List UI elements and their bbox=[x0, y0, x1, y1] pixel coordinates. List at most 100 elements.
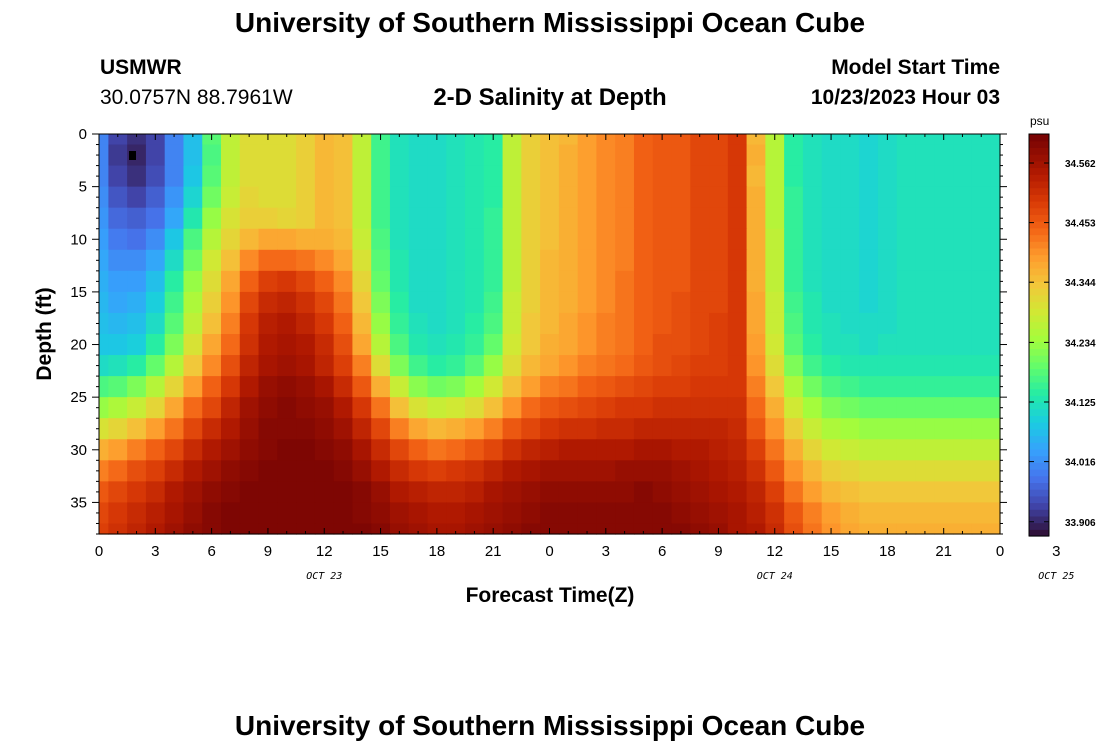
heatmap-cell bbox=[296, 312, 316, 335]
heatmap-cell bbox=[483, 165, 504, 188]
heatmap-cell bbox=[183, 270, 203, 293]
heatmap-cell bbox=[408, 228, 429, 251]
heatmap-cell bbox=[164, 523, 185, 535]
heatmap-cell bbox=[765, 376, 785, 398]
heatmap-cell bbox=[596, 312, 616, 335]
heatmap-cell bbox=[389, 397, 410, 419]
heatmap-cell bbox=[896, 186, 917, 209]
heatmap-cell bbox=[896, 134, 917, 146]
heatmap-cell bbox=[296, 228, 316, 251]
y-tick-label: 25 bbox=[70, 389, 87, 406]
heatmap-cell bbox=[145, 334, 166, 356]
colorbar-segment bbox=[1029, 147, 1049, 155]
heatmap-cell bbox=[145, 312, 166, 335]
heatmap-cell bbox=[99, 270, 109, 293]
heatmap-cell bbox=[239, 481, 260, 504]
heatmap-cell bbox=[934, 144, 954, 167]
colorbar-segment bbox=[1029, 241, 1049, 249]
heatmap-cell bbox=[690, 502, 710, 525]
heatmap-cell bbox=[333, 249, 354, 272]
heatmap-cell bbox=[727, 481, 748, 504]
heatmap-cell bbox=[577, 134, 598, 146]
heatmap-cell bbox=[877, 312, 898, 335]
heatmap-cell bbox=[427, 397, 447, 419]
heatmap-cell bbox=[108, 270, 128, 293]
heatmap-cell bbox=[352, 228, 372, 251]
heatmap-cell bbox=[502, 397, 522, 419]
heatmap-cell bbox=[596, 502, 616, 525]
heatmap-cell bbox=[239, 334, 260, 356]
heatmap-cell bbox=[108, 460, 128, 482]
heatmap-cell bbox=[108, 334, 128, 356]
heatmap-cell bbox=[258, 270, 278, 293]
heatmap-cell bbox=[840, 312, 860, 335]
heatmap-cell bbox=[258, 312, 278, 335]
heatmap-cell bbox=[521, 502, 541, 525]
heatmap-cell bbox=[296, 291, 316, 314]
heatmap-cell bbox=[915, 207, 935, 230]
heatmap-cell bbox=[934, 249, 954, 272]
heatmap-cell bbox=[127, 418, 147, 440]
heatmap-cell bbox=[333, 355, 354, 377]
footer-title: University of Southern Mississippi Ocean… bbox=[234, 710, 866, 741]
heatmap-cell bbox=[333, 376, 354, 398]
heatmap-cell bbox=[784, 144, 804, 167]
x-tick-label: 21 bbox=[485, 543, 502, 560]
heatmap-cell bbox=[577, 165, 598, 188]
heatmap-cell bbox=[577, 228, 598, 251]
heatmap-cell bbox=[239, 376, 260, 398]
heatmap-cell bbox=[633, 376, 654, 398]
heatmap-cell bbox=[727, 334, 748, 356]
heatmap-cell bbox=[446, 502, 466, 525]
heatmap-cell bbox=[352, 312, 372, 335]
heatmap-cell bbox=[652, 144, 673, 167]
heatmap-cell bbox=[765, 481, 785, 504]
colorbar-segment bbox=[1029, 402, 1049, 410]
heatmap-cell bbox=[502, 355, 522, 377]
heatmap-cell bbox=[690, 439, 710, 461]
heatmap-cell bbox=[577, 376, 598, 398]
heatmap-cell bbox=[521, 228, 541, 251]
heatmap-cell bbox=[239, 502, 260, 525]
heatmap-cell bbox=[371, 439, 391, 461]
heatmap-cell bbox=[690, 523, 710, 535]
x-tick-label: 3 bbox=[602, 543, 610, 560]
heatmap-cell bbox=[258, 355, 278, 377]
heatmap-cell bbox=[859, 523, 879, 535]
colorbar-segment bbox=[1029, 207, 1049, 215]
heatmap-cell bbox=[859, 207, 879, 230]
heatmap-cell bbox=[183, 460, 203, 482]
heatmap-cell bbox=[821, 376, 842, 398]
heatmap-cell bbox=[690, 165, 710, 188]
heatmap-cell bbox=[652, 355, 673, 377]
heatmap-cell bbox=[127, 523, 147, 535]
heatmap-cell bbox=[408, 355, 429, 377]
heatmap-cell bbox=[352, 270, 372, 293]
heatmap-cell bbox=[934, 165, 954, 188]
heatmap-cell bbox=[521, 291, 541, 314]
heatmap-cell bbox=[840, 397, 860, 419]
heatmap-cell bbox=[971, 397, 992, 419]
heatmap-cell bbox=[596, 481, 616, 504]
heatmap-cell bbox=[164, 397, 185, 419]
heatmap-cell bbox=[596, 460, 616, 482]
heatmap-cell bbox=[652, 186, 673, 209]
heatmap-cell bbox=[859, 134, 879, 146]
heatmap-cell bbox=[990, 460, 1001, 482]
heatmap-cell bbox=[333, 439, 354, 461]
heatmap-cell bbox=[221, 144, 241, 167]
heatmap-cell bbox=[371, 397, 391, 419]
heatmap-cell bbox=[633, 502, 654, 525]
heatmap-cell bbox=[277, 228, 297, 251]
heatmap-cell bbox=[840, 134, 860, 146]
heatmap-cell bbox=[258, 418, 278, 440]
heatmap-cell bbox=[615, 134, 635, 146]
heatmap-cell bbox=[859, 502, 879, 525]
heatmap-cell bbox=[521, 270, 541, 293]
heatmap-cell bbox=[333, 397, 354, 419]
heatmap-cell bbox=[427, 312, 447, 335]
heatmap-cell bbox=[633, 481, 654, 504]
heatmap-cell bbox=[202, 439, 222, 461]
heatmap-cell bbox=[727, 134, 748, 146]
